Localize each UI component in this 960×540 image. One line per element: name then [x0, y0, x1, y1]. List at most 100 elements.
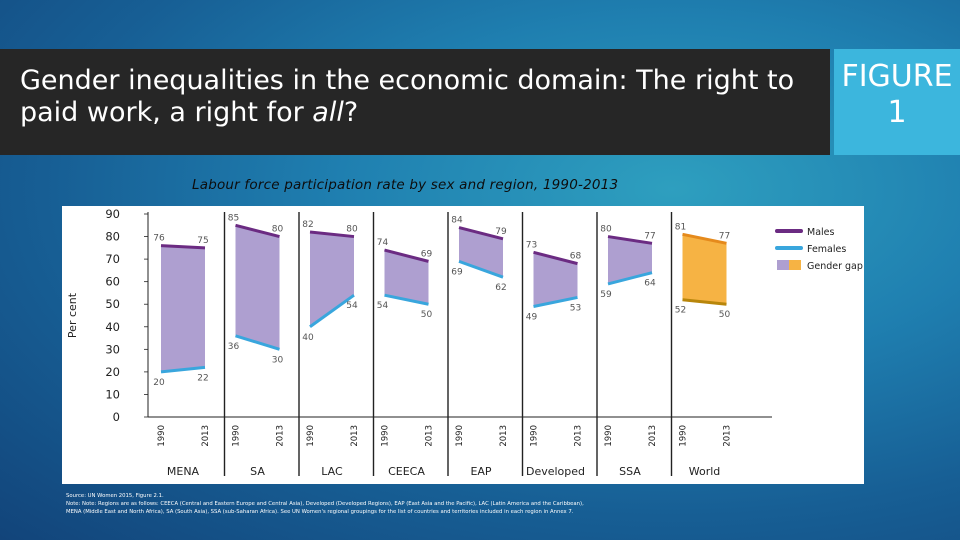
x-tick-label-1990: 1990: [530, 425, 540, 447]
females-value-label-2013: 53: [570, 303, 581, 313]
gender-gap-area: [235, 225, 280, 350]
males-value-label-1990: 85: [228, 213, 239, 223]
x-tick-label-2013: 2013: [499, 425, 509, 447]
males-value-label-2013: 77: [644, 231, 655, 241]
note-text-2: MENA (Middle East and North Africa), SA …: [66, 509, 574, 515]
chart-svg: Per cent 0 10 20 30 40 50 60 70 80 90 76 75 20 22 1990 2…: [66, 207, 863, 478]
y-tick-label: 0: [113, 410, 120, 424]
males-value-label-2013: 69: [421, 249, 433, 259]
region-label: World: [689, 465, 721, 478]
y-tick-label: 40: [105, 320, 120, 334]
females-line: [607, 271, 653, 286]
males-value-label-1990: 76: [153, 234, 165, 244]
chart-title: Labour force participation rate by sex a…: [192, 177, 619, 193]
legend-label: Gender gap: [807, 261, 863, 272]
slide-title-main: Gender inequalities in the economic doma…: [20, 65, 795, 128]
females-value-label-1990: 36: [228, 342, 240, 352]
females-value-label-1990: 52: [675, 306, 686, 316]
females-value-label-2013: 50: [421, 310, 433, 320]
females-value-label-2013: 50: [719, 310, 731, 320]
x-tick-label-1990: 1990: [679, 425, 689, 447]
chart-panel: Per cent 0 10 20 30 40 50 60 70 80 90 76 75 20 22 1990 2…: [62, 206, 864, 484]
females-line: [682, 298, 727, 306]
slide-title: Gender inequalities in the economic doma…: [20, 65, 810, 129]
males-line: [235, 223, 280, 239]
region-label: LAC: [321, 465, 343, 478]
gender-gap-area: [161, 245, 205, 372]
males-value-label-1990: 81: [675, 222, 686, 232]
note-text: Note: Note: Regions are as follows: CEEC…: [66, 501, 584, 507]
females-line: [384, 293, 429, 306]
region-label: SA: [250, 465, 265, 478]
x-tick-label-2013: 2013: [574, 425, 584, 447]
x-tick-label-1990: 1990: [157, 425, 167, 447]
males-value-label-2013: 68: [570, 252, 582, 262]
males-line: [607, 235, 653, 245]
females-value-label-1990: 49: [526, 312, 538, 322]
females-value-label-1990: 54: [377, 301, 389, 311]
region-label: EAP: [470, 465, 491, 478]
x-tick-label-2013: 2013: [276, 425, 286, 447]
males-value-label-2013: 79: [495, 227, 507, 237]
females-value-label-1990: 69: [451, 267, 463, 277]
males-line: [458, 226, 504, 241]
males-line: [682, 232, 727, 245]
region-label: MENA: [167, 465, 200, 478]
females-value-label-2013: 64: [644, 279, 656, 289]
gender-gap-area: [682, 234, 727, 305]
legend-label: Males: [807, 227, 835, 238]
source-note: Source: UN Women 2015, Figure 2.1. Note:…: [66, 492, 866, 516]
x-tick-label-2013: 2013: [201, 425, 211, 447]
x-tick-label-1990: 1990: [455, 425, 465, 447]
legend-label: Females: [807, 244, 846, 255]
x-tick-label-1990: 1990: [306, 425, 316, 447]
females-line: [458, 259, 504, 279]
females-value-label-1990: 40: [302, 333, 314, 343]
males-value-label-1990: 74: [377, 238, 389, 248]
females-line: [309, 293, 355, 328]
source-text: Source: UN Women 2015, Figure 2.1.: [66, 493, 164, 499]
figure-label: FIGURE: [841, 59, 953, 94]
y-axis-title: Per cent: [66, 292, 79, 338]
males-value-label-2013: 80: [272, 225, 284, 235]
legend-gap-swatch-orange: [789, 260, 801, 270]
region-label: SSA: [619, 465, 641, 478]
females-value-label-2013: 22: [197, 373, 208, 383]
males-line: [384, 248, 429, 263]
y-tick-label: 90: [105, 207, 120, 221]
gender-gap-area: [533, 252, 578, 307]
y-tick-label: 60: [105, 275, 120, 289]
region-label: CEECA: [388, 465, 425, 478]
y-tick-label: 70: [105, 252, 120, 266]
y-tick-label: 80: [105, 230, 120, 244]
males-value-label-1990: 84: [451, 216, 463, 226]
title-bar: Gender inequalities in the economic doma…: [0, 49, 830, 155]
figure-label-box: FIGURE 1: [834, 49, 960, 155]
females-line: [160, 365, 206, 374]
x-tick-label-2013: 2013: [350, 425, 360, 447]
females-value-label-2013: 62: [495, 283, 506, 293]
slide-title-end: ?: [343, 97, 359, 128]
region-label: Developed: [526, 465, 585, 478]
x-tick-label-2013: 2013: [648, 425, 658, 447]
males-line: [160, 244, 206, 250]
x-tick-label-2013: 2013: [723, 425, 733, 447]
females-line: [235, 334, 280, 351]
males-value-label-1990: 82: [302, 220, 313, 230]
females-value-label-2013: 54: [346, 301, 358, 311]
males-line: [533, 250, 578, 266]
males-value-label-2013: 77: [719, 231, 730, 241]
females-value-label-2013: 30: [272, 355, 284, 365]
figure-number: 1: [887, 95, 907, 130]
gender-gap-area: [384, 250, 429, 305]
gender-gap-area: [608, 236, 652, 284]
y-tick-label: 50: [105, 297, 120, 311]
y-tick-label: 30: [105, 342, 120, 356]
males-value-label-2013: 75: [197, 236, 208, 246]
y-tick-label: 10: [105, 387, 120, 401]
females-value-label-1990: 59: [600, 290, 612, 300]
legend-gap-swatch-purple: [777, 260, 789, 270]
x-tick-label-1990: 1990: [604, 425, 614, 447]
x-tick-label-1990: 1990: [381, 425, 391, 447]
x-tick-label-2013: 2013: [425, 425, 435, 447]
